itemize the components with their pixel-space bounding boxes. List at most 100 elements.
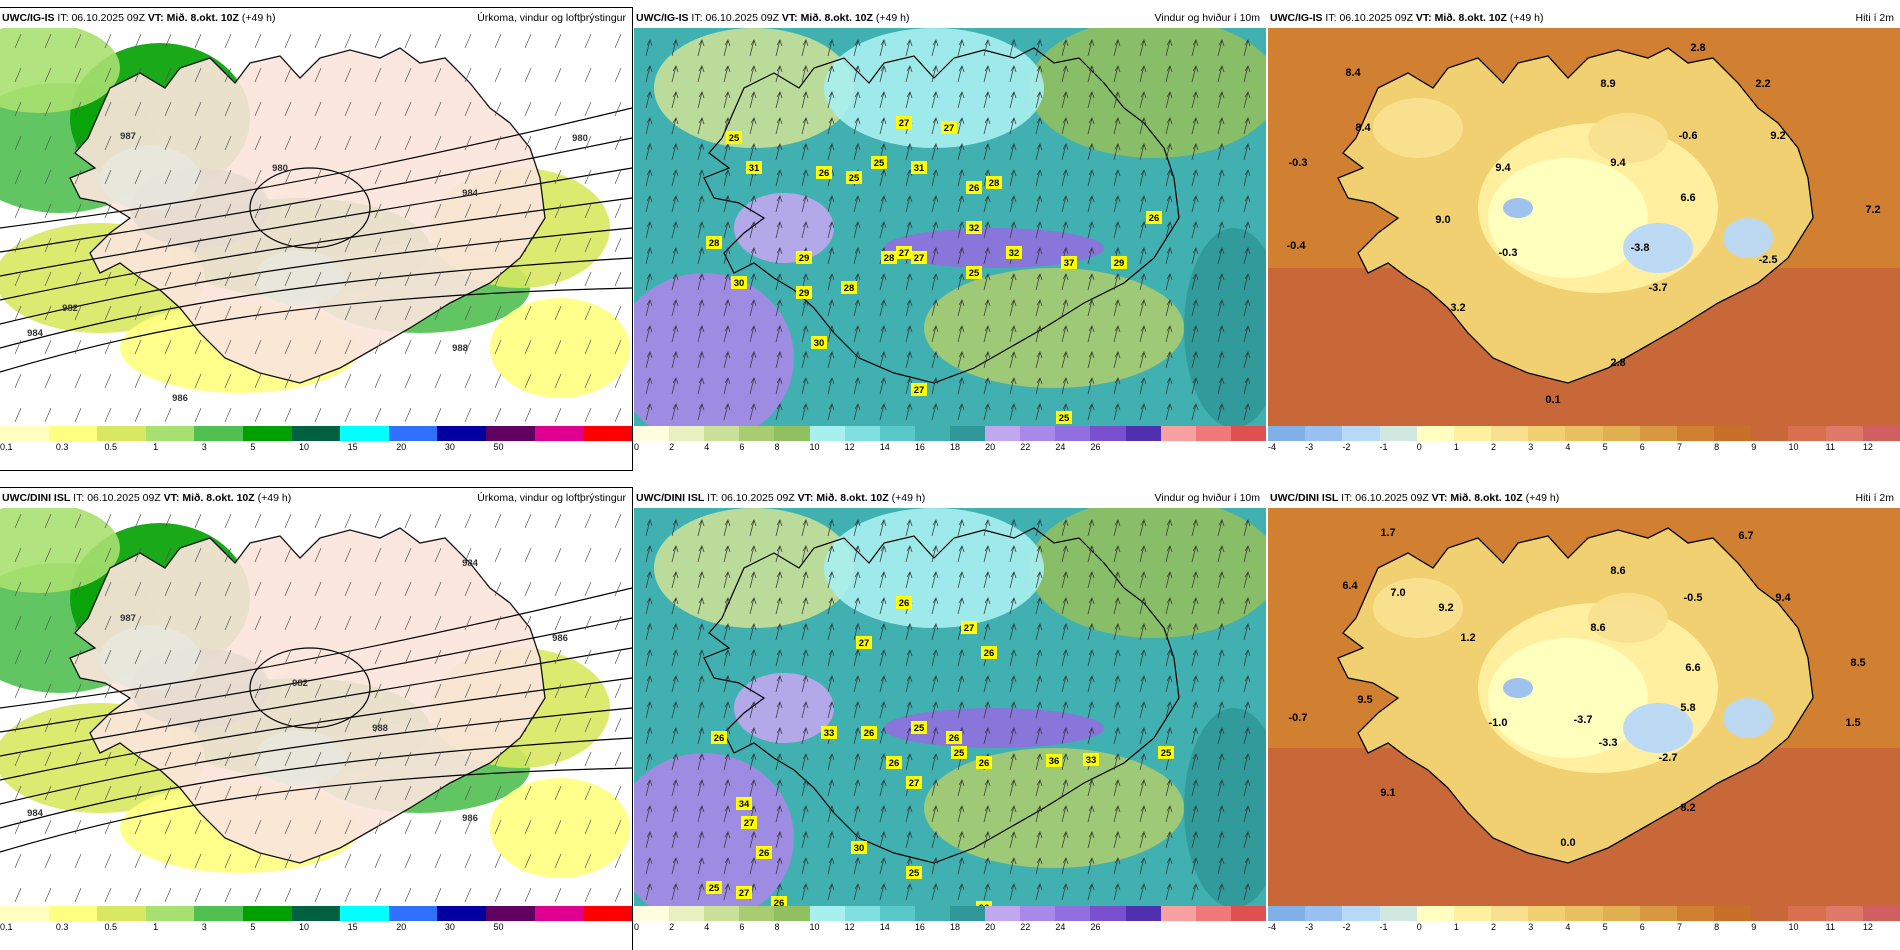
wind-barb bbox=[164, 33, 172, 49]
wind-arrow bbox=[853, 247, 861, 265]
wind-arrow bbox=[1113, 545, 1121, 563]
weather-map[interactable]: 987 980 982 984 986 988 980 984 bbox=[0, 28, 632, 426]
wind-barb bbox=[434, 615, 442, 631]
issue-time: 06.10.2025 09Z bbox=[721, 492, 795, 504]
gust-label: 27 bbox=[739, 888, 750, 899]
wind-arrow bbox=[1009, 351, 1017, 369]
wind-arrow bbox=[801, 753, 809, 771]
wind-barb bbox=[74, 513, 82, 529]
wind-arrow bbox=[957, 273, 965, 291]
wind-arrow bbox=[671, 65, 679, 83]
wind-barb bbox=[464, 67, 472, 83]
forecast-panel-wind[interactable]: UWC/IG-IS IT: 06.10.2025 09Z VT: Mið. 8.… bbox=[634, 8, 1266, 470]
wind-arrow bbox=[1113, 701, 1121, 719]
wind-barb bbox=[254, 717, 262, 733]
wind-arrow bbox=[1139, 831, 1147, 849]
wind-arrow bbox=[1035, 831, 1043, 849]
wind-arrow bbox=[827, 117, 835, 135]
colorbar-tick-label: 8 bbox=[1714, 922, 1720, 932]
wind-arrow bbox=[775, 805, 783, 823]
colorbar-swatch bbox=[809, 906, 845, 921]
wind-arrow bbox=[671, 169, 679, 187]
isobar-line bbox=[0, 767, 632, 853]
wind-barb bbox=[224, 101, 232, 117]
wind-barb bbox=[554, 615, 562, 631]
wind-barb bbox=[344, 305, 352, 321]
colorbar-tick-label: 15 bbox=[347, 442, 358, 452]
weather-map[interactable]: 987 984 986 988 984 982 986 bbox=[0, 508, 632, 906]
wind-arrow bbox=[1165, 169, 1173, 187]
wind-barb bbox=[44, 169, 52, 185]
wind-arrow bbox=[879, 857, 887, 875]
colorbar-swatch bbox=[704, 906, 740, 921]
forecast-panel-temp[interactable]: UWC/DINI ISL IT: 06.10.2025 09Z VT: Mið.… bbox=[1268, 488, 1900, 950]
weather-map[interactable]: 25 31 26 27 25 31 27 27 28 26 26 28 29 28 27 32 32 37 29 30… bbox=[634, 28, 1266, 426]
gust-label-box bbox=[756, 846, 772, 859]
wind-arrow bbox=[1035, 571, 1043, 589]
colorbar-swatch bbox=[1602, 426, 1640, 441]
wind-barb bbox=[194, 683, 202, 699]
wind-arrow bbox=[827, 623, 835, 641]
colorbar-tick-label: 26 bbox=[1090, 442, 1101, 452]
colorbar-swatch bbox=[291, 906, 341, 921]
wind-barb bbox=[584, 887, 592, 903]
wind-barb bbox=[554, 547, 562, 563]
wind-arrow bbox=[931, 273, 939, 291]
weather-map[interactable]: 26 27 27 26 25 26 26 26 33 26 25 27 26 36 33 25 34 27 26 30… bbox=[634, 508, 1266, 906]
forecast-panel-temp[interactable]: UWC/IG-IS IT: 06.10.2025 09Z VT: Mið. 8.… bbox=[1268, 8, 1900, 470]
wind-arrow bbox=[1061, 519, 1069, 537]
wind-arrow bbox=[1087, 597, 1095, 615]
wind-arrow bbox=[1165, 727, 1173, 745]
wind-barb bbox=[134, 751, 142, 767]
wind-barb bbox=[74, 887, 82, 903]
wind-arrow bbox=[1087, 805, 1095, 823]
wind-arrow bbox=[1087, 117, 1095, 135]
wind-arrow bbox=[905, 883, 913, 901]
wind-arrow bbox=[749, 623, 757, 641]
wind-arrow bbox=[697, 675, 705, 693]
wind-barb bbox=[494, 407, 502, 423]
colorbar-swatch bbox=[1090, 906, 1126, 921]
wind-barb bbox=[134, 785, 142, 801]
colorbar-swatch bbox=[583, 906, 632, 921]
weather-map[interactable]: 2.8 8.4 8.9 2.2 8.4 -0.3 9.4 9.4 -0.6 9.2 6.6 9.0 7.… bbox=[1268, 28, 1900, 426]
vt-label: VT: bbox=[1431, 492, 1448, 504]
wind-arrow bbox=[1113, 727, 1121, 745]
wind-barb bbox=[434, 101, 442, 117]
colorbar-swatch bbox=[1825, 426, 1863, 441]
wind-arrow bbox=[1087, 91, 1095, 109]
wind-arrow bbox=[1243, 675, 1251, 693]
wind-arrow bbox=[749, 753, 757, 771]
wind-barb bbox=[134, 547, 142, 563]
temperature-label: 8.9 bbox=[1600, 78, 1615, 90]
wind-barb bbox=[614, 513, 622, 529]
wind-arrow bbox=[983, 143, 991, 161]
wind-arrow bbox=[827, 883, 835, 901]
wind-barb bbox=[104, 853, 112, 869]
wind-arrow bbox=[905, 753, 913, 771]
gust-label-box bbox=[711, 731, 727, 744]
wind-barb bbox=[14, 853, 22, 869]
wind-arrow bbox=[1243, 143, 1251, 161]
wind-arrow bbox=[1191, 727, 1199, 745]
forecast-panel-precip[interactable]: UWC/DINI ISL IT: 06.10.2025 09Z VT: Mið.… bbox=[0, 487, 633, 950]
forecast-panel-precip[interactable]: UWC/IG-IS IT: 06.10.2025 09Z VT: Mið. 8.… bbox=[0, 7, 633, 471]
wind-arrow bbox=[645, 195, 653, 213]
forecast-panel-wind[interactable]: UWC/DINI ISL IT: 06.10.2025 09Z VT: Mið.… bbox=[634, 488, 1266, 950]
isobar-line bbox=[0, 227, 632, 325]
wind-arrow bbox=[879, 91, 887, 109]
wind-arrow bbox=[645, 883, 653, 901]
wind-barb bbox=[194, 649, 202, 665]
colorbar-tick-label: -2 bbox=[1342, 442, 1351, 452]
wind-arrow bbox=[983, 623, 991, 641]
wind-arrow bbox=[1113, 779, 1121, 797]
wind-arrow bbox=[1139, 221, 1147, 239]
wind-arrow bbox=[1191, 805, 1199, 823]
weather-map[interactable]: 1.7 6.7 6.4 7.0 8.6 9.2 -0.5 9.4 1.2 8.6 6.6 8.5 9.5… bbox=[1268, 508, 1900, 906]
isobar-line bbox=[249, 647, 371, 729]
wind-arrow bbox=[879, 65, 887, 83]
wind-barb bbox=[224, 169, 232, 185]
wind-arrow bbox=[1165, 247, 1173, 265]
wind-arrow bbox=[723, 623, 731, 641]
wind-barb bbox=[434, 339, 442, 355]
